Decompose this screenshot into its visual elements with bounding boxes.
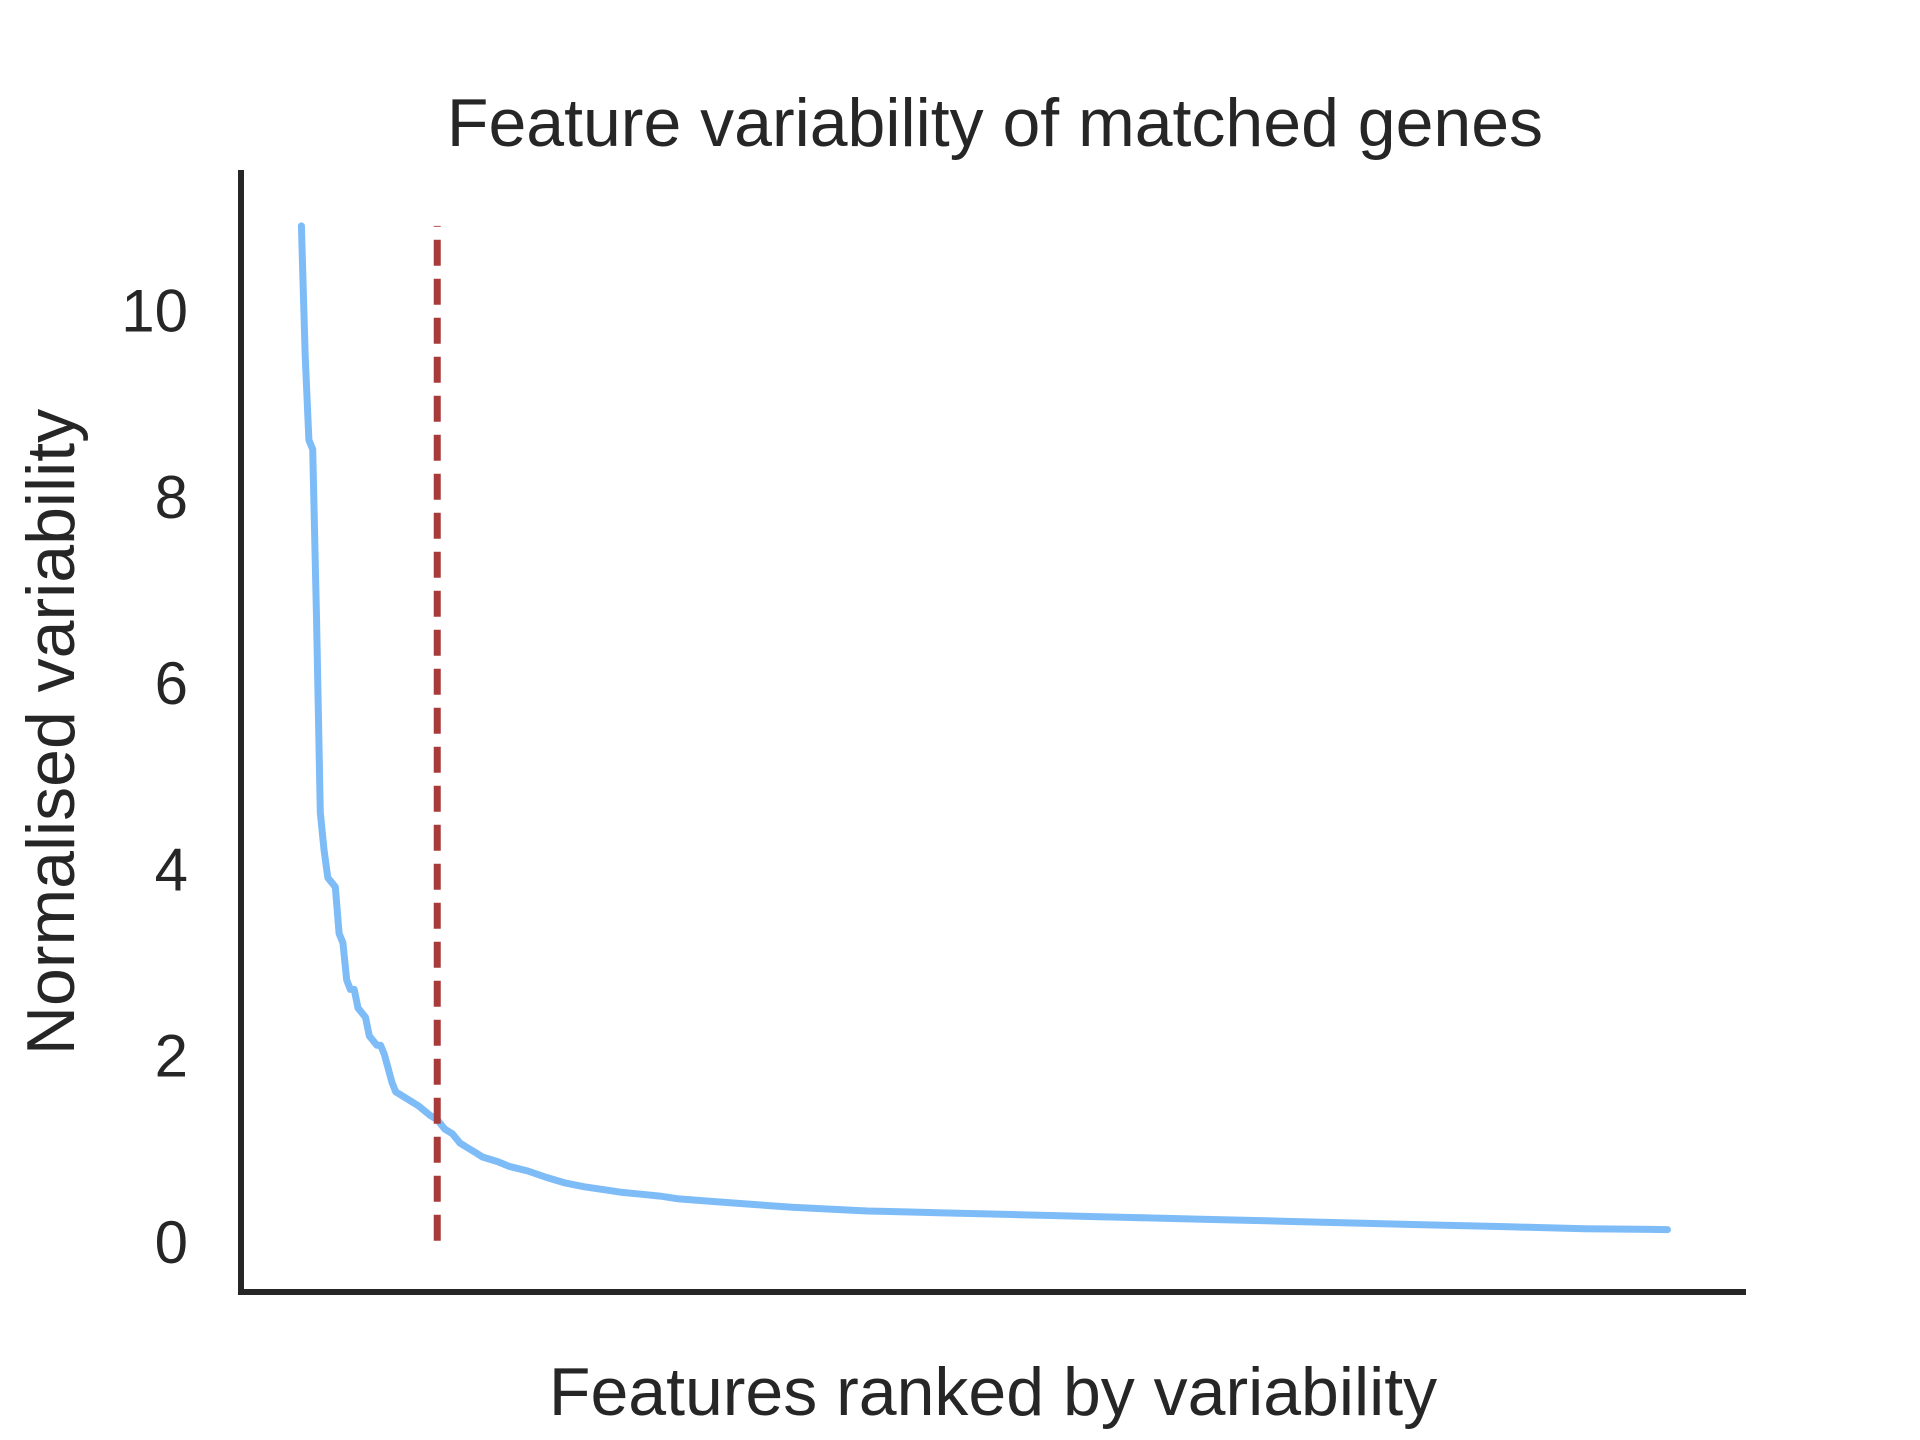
y-tick-label: 0 <box>155 1209 188 1276</box>
y-axis-label: Normalised variability <box>13 409 89 1055</box>
series-line <box>297 222 1671 1234</box>
y-tick-label: 8 <box>155 464 188 531</box>
y-tick-label: 4 <box>155 836 188 903</box>
chart-axes <box>238 170 1746 1295</box>
y-tick-label: 6 <box>155 650 188 717</box>
chart-title: Feature variability of matched genes <box>447 85 1543 161</box>
y-tick-label: 2 <box>155 1023 188 1090</box>
plot-area <box>297 222 1671 1241</box>
y-tick-labels: 0 2 4 6 8 10 <box>121 278 188 1276</box>
y-tick-label: 10 <box>121 278 188 345</box>
x-axis-label: Features ranked by variability <box>549 1354 1437 1430</box>
